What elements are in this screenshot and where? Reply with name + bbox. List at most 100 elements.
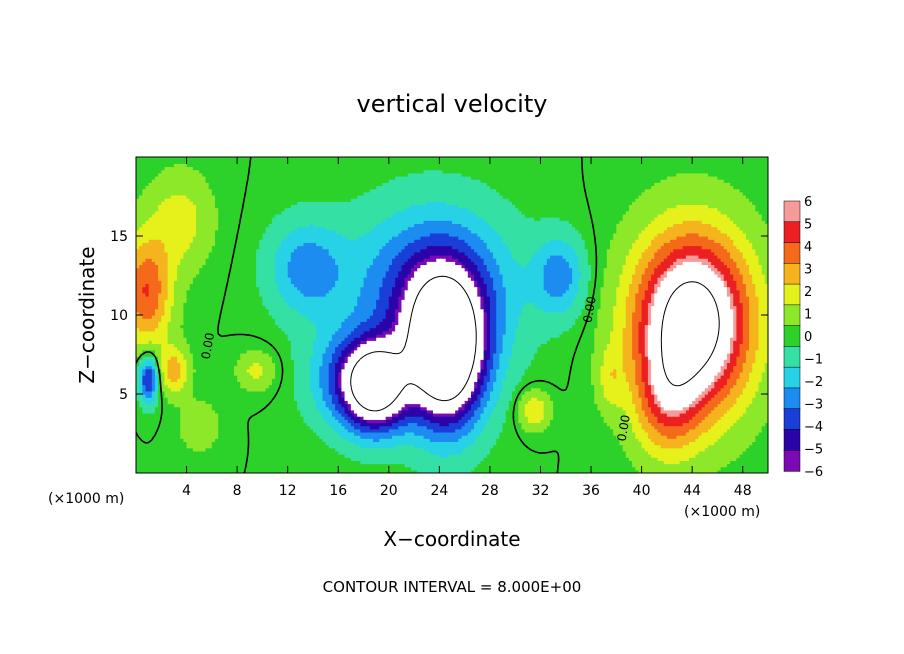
heatmap-cell [158,457,162,461]
heatmap-cell [549,466,554,471]
heatmap-cell [322,460,327,465]
heatmap-cell [297,466,301,471]
heatmap-cell [638,469,643,473]
heatmap-cell [505,466,510,471]
heatmap-cell [610,460,614,465]
heatmap-cell [221,457,226,461]
heatmap-cell [448,463,453,468]
heatmap-cell [294,469,298,473]
heatmap-cell [221,466,226,471]
heatmap-cell [224,460,229,465]
heatmap-cell [505,469,510,473]
heatmap-cell [654,460,658,465]
heatmap-cell [404,469,409,473]
heatmap-cell [647,463,652,468]
heatmap-cell [410,469,415,473]
heatmap-cell [287,460,292,465]
heatmap-cell [758,463,763,468]
heatmap-cell [414,469,418,473]
heatmap-cell [158,460,162,465]
heatmap-cell [464,460,469,465]
heatmap-cell [632,460,636,465]
heatmap-cell [173,463,178,468]
heatmap-cell [357,469,361,473]
heatmap-cell [177,463,181,468]
heatmap-cell [537,463,542,468]
heatmap-cell [638,463,643,468]
heatmap-cell [278,463,282,468]
heatmap-cell [689,466,693,471]
heatmap-cell [489,460,494,465]
heatmap-cell [360,469,365,473]
heatmap-cell [366,469,371,473]
heatmap-cell [704,460,709,465]
heatmap-cell [707,463,712,468]
heatmap-cell [192,466,197,471]
heatmap-cell [632,466,636,471]
heatmap-cell [692,469,696,473]
heatmap-cell [534,466,538,471]
heatmap-cell [647,466,652,471]
heatmap-cell [145,460,150,465]
heatmap-cell [167,466,172,471]
heatmap-cell [224,469,229,473]
heatmap-cell [622,466,627,471]
heatmap-cell [537,460,542,465]
heatmap-cell [233,460,238,465]
heatmap-cell [167,463,172,468]
heatmap-cell [480,466,485,471]
heatmap-cell [369,469,374,473]
heatmap-cell [502,466,507,471]
heatmap-cell [205,469,210,473]
heatmap-cell [619,463,624,468]
heatmap-cell [325,460,330,465]
heatmap-cell [723,463,728,468]
heatmap-cell [180,469,184,473]
heatmap-cell [170,466,175,471]
heatmap-cell [689,469,693,473]
heatmap-cell [218,463,222,468]
heatmap-cell [325,466,330,471]
heatmap-cell [224,463,229,468]
heatmap-cell [423,463,428,468]
heatmap-cell [151,460,156,465]
heatmap-cell [404,463,409,468]
heatmap-cell [398,460,403,465]
heatmap-cell [736,466,741,471]
heatmap-cell [322,469,327,473]
heatmap-cell [761,469,766,473]
heatmap-cell [540,460,545,465]
heatmap-cell [663,460,668,465]
heatmap-cell [505,460,510,465]
heatmap-cell [189,460,194,465]
heatmap-cell [496,466,500,471]
heatmap-cell [196,466,200,471]
heatmap-cell [252,469,257,473]
heatmap-cell [322,463,327,468]
heatmap-cell [575,460,579,465]
heatmap-cell [275,469,279,473]
heatmap-cell [344,463,349,468]
heatmap-cell [474,460,478,465]
heatmap-cell [752,469,756,473]
heatmap-cell [379,466,384,471]
heatmap-cell [635,469,640,473]
heatmap-cell [189,466,194,471]
heatmap-cell [154,457,159,461]
heatmap-cell [515,463,519,468]
heatmap-cell [455,463,459,468]
heatmap-cell [183,463,188,468]
heatmap-cell [186,457,191,461]
heatmap-cell [290,463,295,468]
heatmap-cell [439,460,444,465]
heatmap-cell [584,460,589,465]
heatmap-cell [480,460,485,465]
heatmap-cell [376,466,380,471]
heatmap-cell [237,469,241,473]
heatmap-cell [745,463,750,468]
heatmap-cell [161,463,166,468]
heatmap-cell [275,460,279,465]
heatmap-cell [180,463,184,468]
heatmap-cell [682,463,687,468]
heatmap-cell [215,460,219,465]
